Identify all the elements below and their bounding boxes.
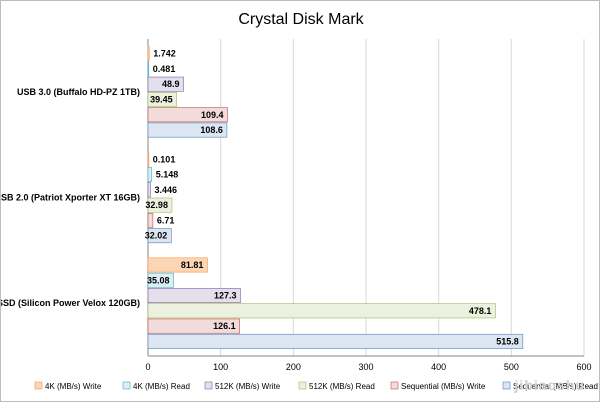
data-label: 127.3 bbox=[214, 291, 237, 301]
data-label: 478.1 bbox=[469, 306, 492, 316]
legend-swatch bbox=[390, 381, 399, 390]
data-label: 126.1 bbox=[213, 321, 236, 331]
legend-swatch bbox=[502, 381, 511, 390]
legend-label: 4K (MB/s) Write bbox=[45, 382, 102, 391]
category-label: SSD (Silicon Power Velox 120GB) bbox=[1, 298, 140, 308]
category-label: USB 2.0 (Patriot Xporter XT 16GB) bbox=[1, 193, 140, 203]
bar bbox=[147, 92, 177, 107]
bar bbox=[147, 61, 150, 77]
grid-lines bbox=[147, 39, 585, 357]
legend-swatch bbox=[298, 381, 307, 390]
data-label: 5.148 bbox=[156, 170, 179, 180]
data-label: 1.742 bbox=[153, 49, 176, 59]
x-tick-label: 100 bbox=[213, 362, 228, 372]
bar bbox=[147, 76, 184, 92]
legend-swatch bbox=[204, 381, 213, 390]
data-label: 3.446 bbox=[155, 185, 178, 195]
data-label: 32.98 bbox=[145, 200, 168, 210]
bar bbox=[147, 303, 496, 319]
data-label: 35.08 bbox=[147, 275, 170, 285]
x-tick-label: 500 bbox=[504, 362, 519, 372]
bar bbox=[147, 122, 228, 138]
data-label: 0.101 bbox=[153, 154, 176, 164]
data-label: 108.6 bbox=[200, 125, 223, 135]
legend-label: 512K (MB/s) Read bbox=[309, 382, 375, 391]
bar bbox=[147, 272, 174, 288]
category-labels: USB 3.0 (Buffalo HD-PZ 1TB) USB 2.0 (Patr… bbox=[1, 87, 140, 308]
bar bbox=[147, 46, 150, 62]
data-label: 515.8 bbox=[496, 336, 519, 346]
bar bbox=[147, 151, 150, 167]
data-label: 39.45 bbox=[150, 94, 173, 104]
legend-swatch bbox=[34, 381, 43, 390]
bar bbox=[147, 182, 151, 198]
bar bbox=[147, 257, 208, 273]
legend-label: Sequential (MB/s) Write bbox=[401, 382, 486, 391]
bar bbox=[147, 288, 241, 303]
legend-label: Sequential (MB/s) Read bbox=[513, 382, 598, 391]
x-tick-label: 600 bbox=[576, 362, 591, 372]
bar bbox=[147, 228, 172, 244]
data-label: 32.02 bbox=[145, 231, 168, 241]
x-tick-label: 300 bbox=[358, 362, 373, 372]
legend-label: 512K (MB/s) Write bbox=[215, 382, 281, 391]
bar bbox=[147, 318, 240, 334]
legend: 4K (MB/s) Write 4K (MB/s) Read 512K (MB/s)… bbox=[34, 381, 598, 391]
bar bbox=[147, 197, 173, 213]
data-label: 81.81 bbox=[181, 260, 204, 270]
x-tick-label: 200 bbox=[286, 362, 301, 372]
bar bbox=[147, 212, 154, 228]
bar bbox=[147, 333, 524, 349]
watermark: jibiaoshu bbox=[514, 377, 585, 393]
data-label: 0.481 bbox=[153, 64, 176, 74]
bars: 1.742 0.481 48.9 39.45 109.4 108.6 0.101 5.148 3… bbox=[145, 46, 524, 349]
x-tick-label: 400 bbox=[431, 362, 446, 372]
chart-title: Crystal Disk Mark bbox=[238, 11, 364, 28]
bar bbox=[147, 107, 228, 123]
bar bbox=[147, 167, 153, 183]
data-label: 6.71 bbox=[157, 215, 175, 225]
legend-label: 4K (MB/s) Read bbox=[133, 382, 190, 391]
category-label: USB 3.0 (Buffalo HD-PZ 1TB) bbox=[17, 87, 140, 97]
data-label: 48.9 bbox=[162, 79, 180, 89]
legend-swatch bbox=[122, 381, 131, 390]
data-label: 109.4 bbox=[201, 110, 224, 120]
x-tick-label: 0 bbox=[145, 362, 150, 372]
x-tick-labels: 0 100 200 300 400 500 600 bbox=[145, 362, 591, 372]
